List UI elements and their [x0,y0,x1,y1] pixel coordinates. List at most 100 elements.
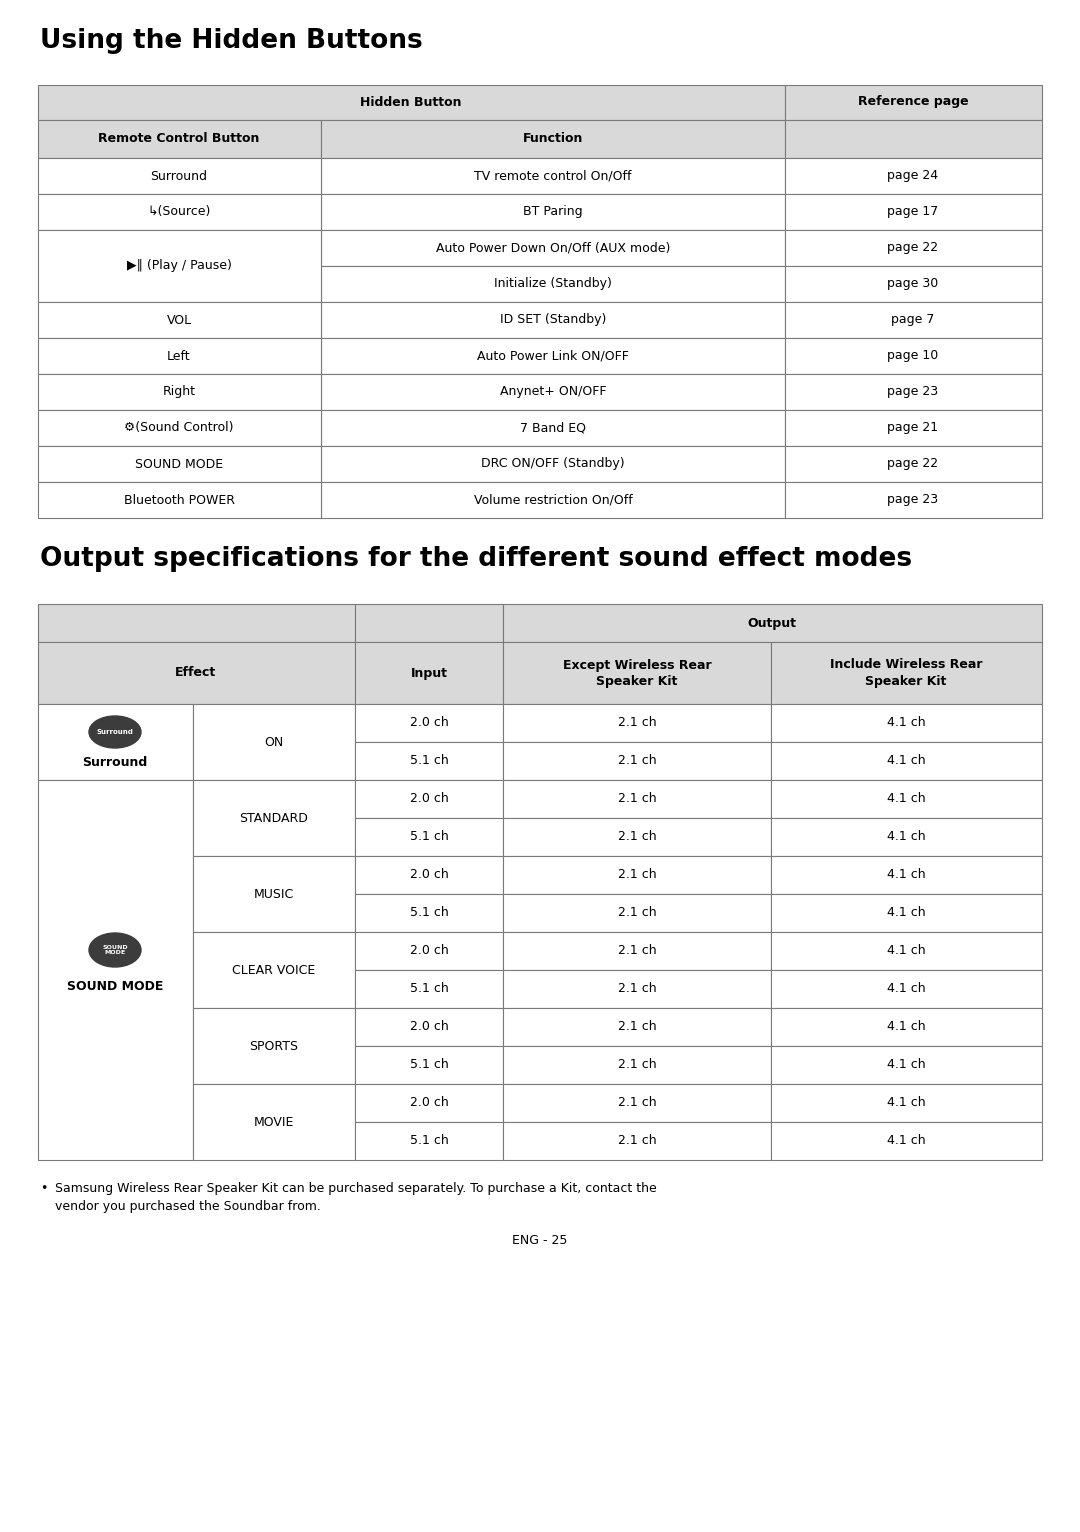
Bar [771,818,1042,856]
Text: ▶‖ (Play / Pause): ▶‖ (Play / Pause) [126,259,231,273]
Text: Effect: Effect [175,666,217,680]
Bar [38,339,321,374]
Bar [503,780,771,818]
Bar [355,856,503,895]
Text: Initialize (Standby): Initialize (Standby) [494,277,612,291]
Text: 2.1 ch: 2.1 ch [618,1020,657,1034]
Ellipse shape [89,933,141,967]
Text: 2.0 ch: 2.0 ch [409,869,448,881]
Text: Include Wireless Rear
Speaker Kit: Include Wireless Rear Speaker Kit [829,659,982,688]
Text: Remote Control Button: Remote Control Button [98,132,259,146]
Text: 7 Band EQ: 7 Band EQ [519,421,586,435]
Bar [503,895,771,931]
Bar [355,741,503,780]
Bar [503,705,771,741]
Ellipse shape [89,715,141,748]
Bar [355,818,503,856]
Text: page 21: page 21 [888,421,939,435]
Bar [321,339,785,374]
Text: 2.1 ch: 2.1 ch [618,754,657,768]
Text: page 22: page 22 [888,242,939,254]
Bar [321,230,785,267]
Bar [503,1046,771,1085]
Text: SOUND
MODE: SOUND MODE [103,945,127,956]
Bar [193,856,355,931]
Text: Input: Input [410,666,447,680]
Bar [355,642,503,705]
Text: BT Paring: BT Paring [523,205,583,219]
Bar [771,970,1042,1008]
Text: 5.1 ch: 5.1 ch [409,907,448,919]
Text: ⚙(Sound Control): ⚙(Sound Control) [124,421,233,435]
Bar [321,267,785,302]
Bar [321,446,785,483]
Text: page 10: page 10 [888,349,939,363]
Text: Auto Power Down On/Off (AUX mode): Auto Power Down On/Off (AUX mode) [436,242,671,254]
Bar [355,931,503,970]
Text: 2.0 ch: 2.0 ch [409,945,448,958]
Text: 2.1 ch: 2.1 ch [618,1059,657,1071]
Text: 5.1 ch: 5.1 ch [409,982,448,996]
Bar [503,1085,771,1121]
Bar [785,374,1042,411]
Bar [771,1046,1042,1085]
Text: 2.1 ch: 2.1 ch [618,830,657,844]
Bar [38,411,321,446]
Text: Surround: Surround [96,729,134,735]
Text: 2.1 ch: 2.1 ch [618,907,657,919]
Text: ID SET (Standby): ID SET (Standby) [500,314,606,326]
Bar [771,741,1042,780]
Text: 2.1 ch: 2.1 ch [618,1135,657,1147]
Bar [503,741,771,780]
Text: Samsung Wireless Rear Speaker Kit can be purchased separately. To purchase a Kit: Samsung Wireless Rear Speaker Kit can be… [55,1183,657,1195]
Text: 4.1 ch: 4.1 ch [887,717,926,729]
Text: 5.1 ch: 5.1 ch [409,1135,448,1147]
Text: 2.0 ch: 2.0 ch [409,717,448,729]
Bar [771,1085,1042,1121]
Bar [355,1046,503,1085]
Bar [193,1085,355,1160]
Bar [38,642,355,705]
Bar [785,483,1042,518]
Bar [321,302,785,339]
Text: Anynet+ ON/OFF: Anynet+ ON/OFF [500,386,606,398]
Text: 4.1 ch: 4.1 ch [887,792,926,806]
Bar [38,84,785,119]
Bar [38,195,321,230]
Bar [503,931,771,970]
Text: page 22: page 22 [888,458,939,470]
Text: 2.0 ch: 2.0 ch [409,792,448,806]
Bar [321,411,785,446]
Text: vendor you purchased the Soundbar from.: vendor you purchased the Soundbar from. [55,1200,321,1213]
Text: SOUND MODE: SOUND MODE [67,980,163,993]
Text: MUSIC: MUSIC [254,887,294,901]
Text: Hidden Button: Hidden Button [361,95,462,109]
Bar [785,339,1042,374]
Text: MOVIE: MOVIE [254,1115,294,1129]
Text: ↳(Source): ↳(Source) [147,205,211,219]
Text: 2.1 ch: 2.1 ch [618,945,657,958]
Bar [321,374,785,411]
Text: 2.1 ch: 2.1 ch [618,982,657,996]
Text: Output: Output [747,616,797,630]
Text: 2.1 ch: 2.1 ch [618,869,657,881]
Text: 4.1 ch: 4.1 ch [887,907,926,919]
Bar [771,931,1042,970]
Bar [38,374,321,411]
Text: 5.1 ch: 5.1 ch [409,1059,448,1071]
Bar [503,1121,771,1160]
Bar [38,483,321,518]
Bar [503,970,771,1008]
Text: 2.1 ch: 2.1 ch [618,792,657,806]
Bar [355,895,503,931]
Bar [355,1121,503,1160]
Bar [503,642,771,705]
Text: 4.1 ch: 4.1 ch [887,982,926,996]
Bar [38,158,321,195]
Text: 2.0 ch: 2.0 ch [409,1020,448,1034]
Text: 4.1 ch: 4.1 ch [887,1135,926,1147]
Text: page 23: page 23 [888,386,939,398]
Bar [785,411,1042,446]
Text: 2.0 ch: 2.0 ch [409,1097,448,1109]
Bar [321,483,785,518]
